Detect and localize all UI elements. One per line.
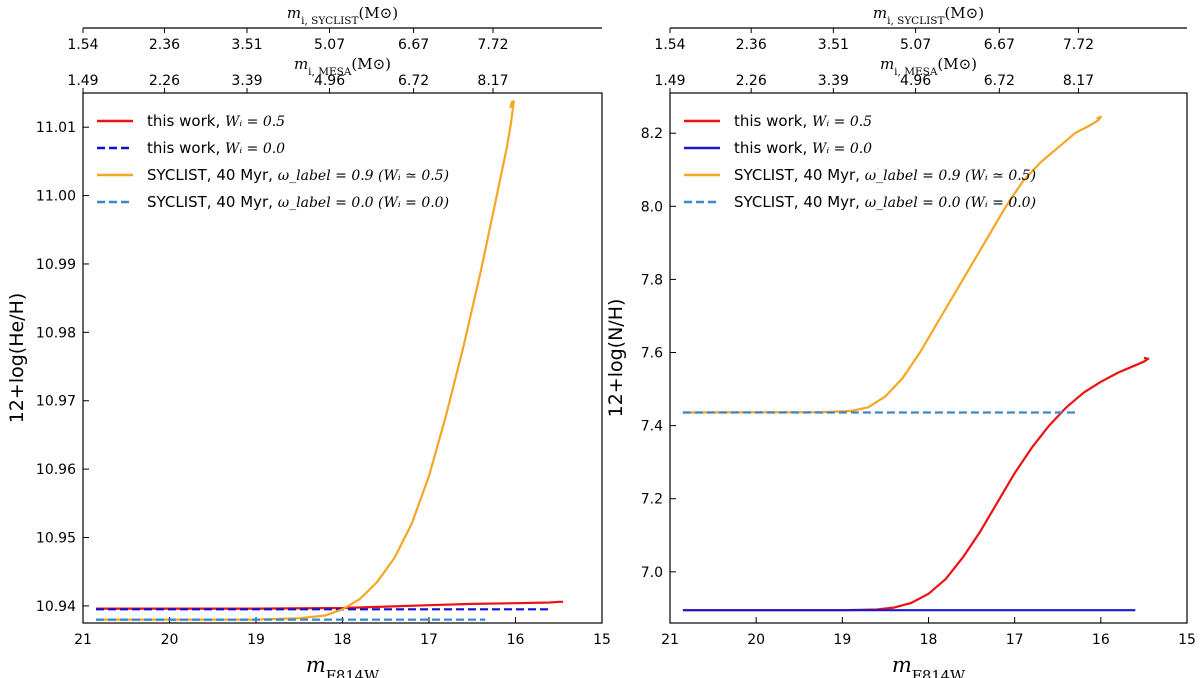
mesa-axis-title: mi, MESA(M⊙): [294, 55, 391, 78]
y-tick-label: 7.4: [641, 419, 663, 435]
mesa-tick-label: 2.26: [736, 73, 767, 89]
syclist-tick-label: 3.51: [818, 37, 849, 53]
y-tick-label: 10.95: [36, 531, 76, 547]
x-tick-label: 19: [833, 632, 851, 648]
panel-nitrogen: 21 20 19 18 17 16 15 7.0 7.2 7.4 7.6 7.8 8.0 8.2 1.49 2…: [605, 4, 1196, 678]
legend-entry: this work, Wᵢ = 0.5: [734, 112, 872, 130]
y-tick-label: 7.0: [641, 565, 663, 581]
x-tick-label: 20: [161, 632, 179, 648]
x-tick-label: 16: [507, 632, 525, 648]
syclist-tick-label: 1.54: [654, 37, 685, 53]
legend: this work, Wᵢ = 0.5 this work, Wᵢ = 0.0 SY…: [684, 112, 1036, 211]
legend-entry: this work, Wᵢ = 0.5: [147, 112, 285, 130]
series-group: [96, 100, 564, 621]
x-tick-label: 20: [747, 632, 765, 648]
y-axis-title: 12+log(N/H): [605, 299, 627, 418]
syclist-axis-title: mi, SYCLIST(M⊙): [287, 4, 398, 27]
series-line-2: [682, 115, 1102, 414]
series-line-0: [96, 600, 564, 610]
legend-entry: SYCLIST, 40 Myr, ω_label = 0.9 (Wᵢ ≃ 0.5…: [734, 166, 1036, 184]
syclist-tick-label: 7.72: [477, 37, 508, 53]
x-tick-label: 15: [593, 632, 611, 648]
mesa-tick-label: 6.72: [398, 73, 429, 89]
mesa-tick-label: 4.96: [314, 73, 345, 89]
legend-entry: this work, Wᵢ = 0.0: [734, 139, 872, 157]
x-tick-label: 15: [1178, 632, 1196, 648]
syclist-tick-label: 3.51: [231, 37, 262, 53]
y-tick-label: 10.96: [36, 462, 76, 478]
syclist-tick-label: 2.36: [736, 37, 767, 53]
x-tick-label: 21: [661, 632, 679, 648]
syclist-tick-label: 6.67: [984, 37, 1015, 53]
y-tick-label: 10.97: [36, 394, 76, 410]
x-tick-label: 18: [334, 632, 352, 648]
y-tick-label: 10.98: [36, 325, 76, 341]
syclist-tick-label: 2.36: [149, 37, 180, 53]
series-line-0: [682, 356, 1150, 612]
syclist-tick-label: 1.54: [67, 37, 98, 53]
mesa-tick-label: 2.26: [149, 73, 180, 89]
series-group: [682, 115, 1150, 612]
legend-entry: SYCLIST, 40 Myr, ω_label = 0.9 (Wᵢ ≃ 0.5…: [147, 166, 449, 184]
legend-entry: SYCLIST, 40 Myr, ω_label = 0.0 (Wᵢ = 0.0…: [734, 193, 1036, 211]
y-tick-label: 11.01: [36, 120, 76, 136]
y-tick-label: 8.0: [641, 199, 663, 215]
legend: this work, Wᵢ = 0.5 this work, Wᵢ = 0.0 SY…: [97, 112, 449, 211]
x-tick-label: 21: [74, 632, 92, 648]
y-tick-label: 7.6: [641, 346, 663, 362]
x-axis-title: mF814W: [892, 653, 966, 678]
syclist-tick-label: 6.67: [398, 37, 429, 53]
syclist-axis-title: mi, SYCLIST(M⊙): [873, 4, 984, 27]
mesa-axis-title: mi, MESA(M⊙): [880, 55, 977, 78]
panel-helium: 21 20 19 18 17 16 15 10.94 10.95 10.96 10.97 10.98 1…: [6, 4, 611, 678]
x-tick-label: 17: [1006, 632, 1024, 648]
syclist-tick-label: 5.07: [314, 37, 345, 53]
mesa-tick-label: 1.49: [67, 73, 98, 89]
syclist-tick-label: 7.72: [1063, 37, 1094, 53]
syclist-tick-label: 5.07: [900, 37, 931, 53]
x-tick-label: 16: [1092, 632, 1110, 648]
y-tick-label: 10.99: [36, 257, 76, 273]
y-tick-label: 7.8: [641, 272, 663, 288]
x-tick-label: 17: [420, 632, 438, 648]
mesa-tick-label: 8.17: [477, 73, 508, 89]
series-line-2: [96, 100, 515, 621]
y-tick-label: 7.2: [641, 492, 663, 508]
y-tick-label: 11.00: [36, 189, 76, 205]
y-axis-title: 12+log(He/H): [6, 293, 28, 424]
y-tick-label: 8.2: [641, 126, 663, 142]
legend-entry: SYCLIST, 40 Myr, ω_label = 0.0 (Wᵢ = 0.0…: [147, 193, 449, 211]
legend-entry: this work, Wᵢ = 0.0: [147, 139, 285, 157]
y-tick-label: 10.94: [36, 599, 76, 615]
mesa-tick-label: 1.49: [654, 73, 685, 89]
mesa-tick-label: 8.17: [1063, 73, 1094, 89]
mesa-tick-label: 3.39: [231, 73, 262, 89]
mesa-tick-label: 6.72: [984, 73, 1015, 89]
x-axis-title: mF814W: [306, 653, 380, 678]
x-tick-label: 18: [920, 632, 938, 648]
mesa-tick-label: 3.39: [818, 73, 849, 89]
mesa-tick-label: 4.96: [900, 73, 931, 89]
x-tick-label: 19: [247, 632, 265, 648]
